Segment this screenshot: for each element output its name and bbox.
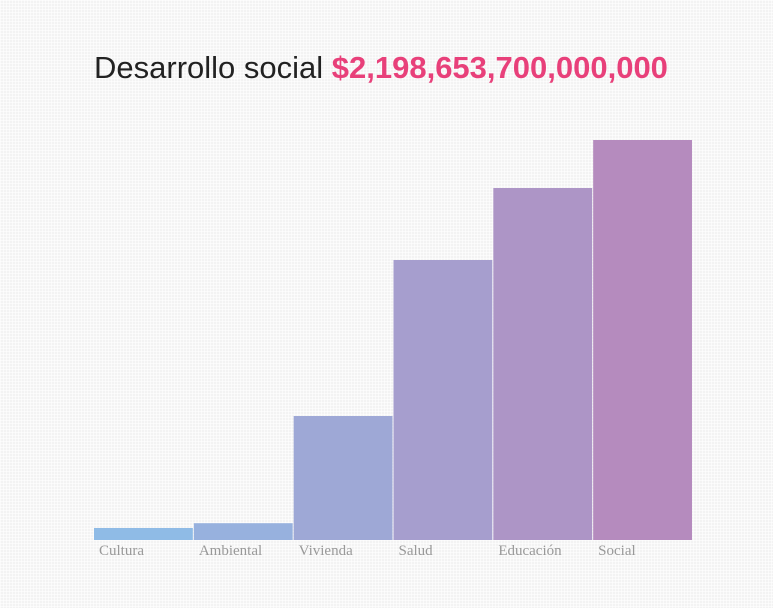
x-tick-label: Cultura (99, 543, 144, 559)
bar-ambiental (193, 523, 293, 540)
x-tick-label: Educación (498, 543, 562, 559)
x-tick-label: Salud (399, 543, 434, 559)
bar-vivienda (293, 416, 393, 540)
x-tick-label: Social (598, 543, 636, 559)
chart-title: Desarrollo social $2,198,653,700,000,000 (94, 48, 668, 88)
bar-social (593, 140, 692, 540)
x-tick-label: Ambiental (199, 543, 262, 559)
title-label: Desarrollo social (94, 50, 324, 85)
bar-salud (393, 260, 493, 540)
x-tick-label: Vivienda (299, 543, 353, 559)
title-amount: $2,198,653,700,000,000 (331, 50, 668, 85)
bar-educación (493, 188, 593, 540)
bar-cultura (94, 528, 193, 540)
